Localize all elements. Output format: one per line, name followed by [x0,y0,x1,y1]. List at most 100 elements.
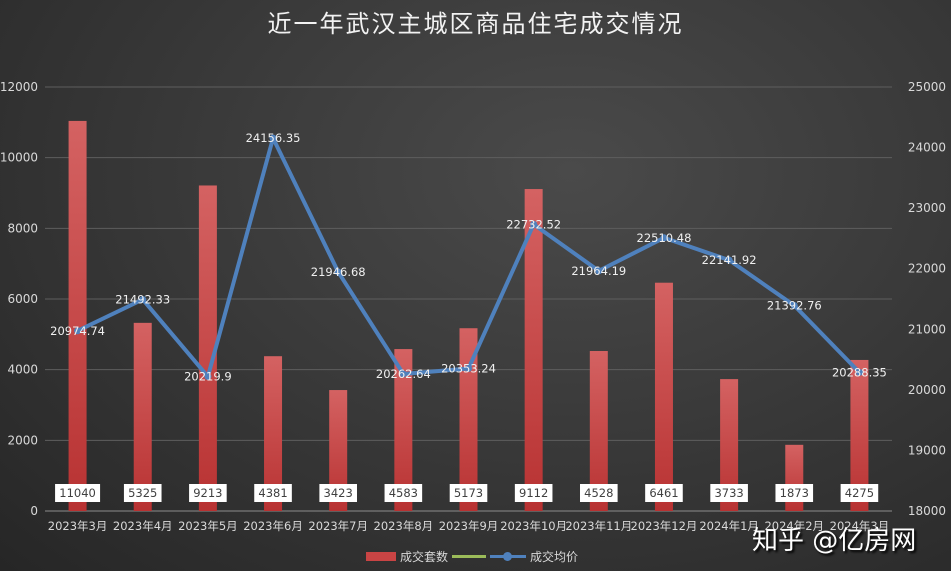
bar-value-box [123,484,162,502]
bar-value-label: 5325 [128,486,157,500]
right-tick-label: 23000 [908,201,946,215]
line-value-label: 21964.19 [571,264,626,278]
bar-value-box [189,484,227,502]
legend-line-label: 成交均价 [530,550,579,564]
bar-value-box [514,484,553,502]
right-tick-label: 18000 [908,504,946,518]
line-value-label: 21946.68 [311,265,366,279]
right-tick-label: 25000 [908,80,946,94]
x-tick-label: 2023年7月 [308,519,368,533]
bar-value-label: 5173 [454,486,483,500]
x-tick-label: 2024年1月 [699,519,759,533]
right-tick-label: 21000 [908,322,946,336]
bar-value-box [55,484,101,502]
left-tick-label: 2000 [7,433,38,447]
x-tick-label: 2023年10月 [500,519,567,533]
line-value-label: 22732.52 [506,217,561,231]
bar-value-box [580,484,618,502]
line-marker [399,370,407,378]
right-tick-label: 20000 [908,383,946,397]
bar-value-box [645,484,683,502]
line-marker [204,373,212,381]
watermark: 知乎 @亿房网 [752,526,917,556]
bar-value-label: 4275 [845,486,874,500]
bar [720,379,739,511]
x-tick-label: 2023年4月 [113,519,173,533]
chart-title: 近一年武汉主城区商品住宅成交情况 [267,10,684,38]
bar-value-box [254,484,292,502]
right-tick-label: 19000 [908,443,946,457]
line-marker [334,268,342,276]
x-tick-label: 2023年11月 [565,519,632,533]
bar-value-box [775,484,814,502]
line-marker [725,256,733,264]
line-value-label: 20288.35 [832,365,887,379]
line-value-label: 24156.35 [246,131,301,145]
x-tick-label: 2023年6月 [243,519,303,533]
left-tick-label: 8000 [7,221,38,235]
line-value-label: 22141.92 [702,253,757,267]
line-value-label: 20219.9 [184,370,232,384]
line-marker [790,301,798,309]
line-marker [74,327,82,335]
bar-value-label: 4381 [258,486,287,500]
bar-value-label: 1873 [780,486,809,500]
x-axis: 2023年3月 2023年4月 2023年5月 2023年6月 2023年7月 2023年… [48,519,889,533]
bar [459,328,478,511]
x-tick-label: 2024年3月 [830,519,890,533]
x-tick-label: 2023年12月 [631,519,698,533]
bar-value-label: 11040 [59,486,96,500]
line-marker [465,364,472,372]
legend-line-swatch-icon [490,552,527,561]
bar-value-label: 3423 [324,486,353,500]
bar-value-label: 9213 [193,486,222,500]
bar [654,282,673,511]
line-marker [530,220,538,228]
right-tick-label: 24000 [908,141,946,155]
bar [329,390,348,511]
line-marker [660,234,668,242]
legend: 成交套数 成交均价 [366,548,578,565]
line-value-label: 20262.64 [376,367,431,381]
bar-series: 11040 5325 9213 4381 3423 4583 5173 9112 4528 646… [55,120,879,512]
line-value-label: 21392.76 [767,298,822,312]
bar-value-box [449,484,488,502]
line-marker [269,134,277,142]
bar [524,189,543,511]
x-tick-label: 2024年2月 [764,519,824,533]
bar [394,349,413,511]
bar [589,351,608,511]
line-marker [855,368,863,376]
x-tick-label: 2023年3月 [48,519,108,533]
bar [198,185,217,511]
left-axis: 0 2000 4000 6000 8000 10000 12000 [0,80,38,518]
left-tick-label: 10000 [0,151,38,165]
bar [264,356,283,511]
line-series: 20974.74 21492.33 20219.9 24156.35 21946.68 2… [50,131,887,383]
left-tick-label: 12000 [0,80,38,94]
legend-green-line-icon [452,555,487,558]
line-value-label: 20353.24 [441,361,496,375]
left-tick-label: 0 [30,504,38,518]
bar-value-box [319,484,357,502]
bar-value-box [710,484,748,502]
legend-bar-swatch-icon [366,552,396,561]
right-axis: 18000 19000 20000 21000 22000 23000 24000 25000 [908,80,946,518]
bar [133,322,152,511]
line-marker [139,295,147,303]
line-marker [595,267,603,275]
x-tick-label: 2023年5月 [178,519,238,533]
left-tick-label: 4000 [7,363,38,377]
line-value-label: 22510.48 [637,231,692,245]
bar [850,359,869,511]
x-tick-label: 2023年9月 [439,519,499,533]
bar-value-label: 3733 [714,486,743,500]
x-tick-label: 2023年8月 [374,519,434,533]
legend-bar-label: 成交套数 [400,550,449,564]
line-value-label: 20974.74 [50,324,105,338]
bar [68,120,87,512]
right-tick-label: 22000 [908,262,946,276]
bar-value-box [840,484,879,502]
bar-value-label: 6461 [649,486,678,500]
